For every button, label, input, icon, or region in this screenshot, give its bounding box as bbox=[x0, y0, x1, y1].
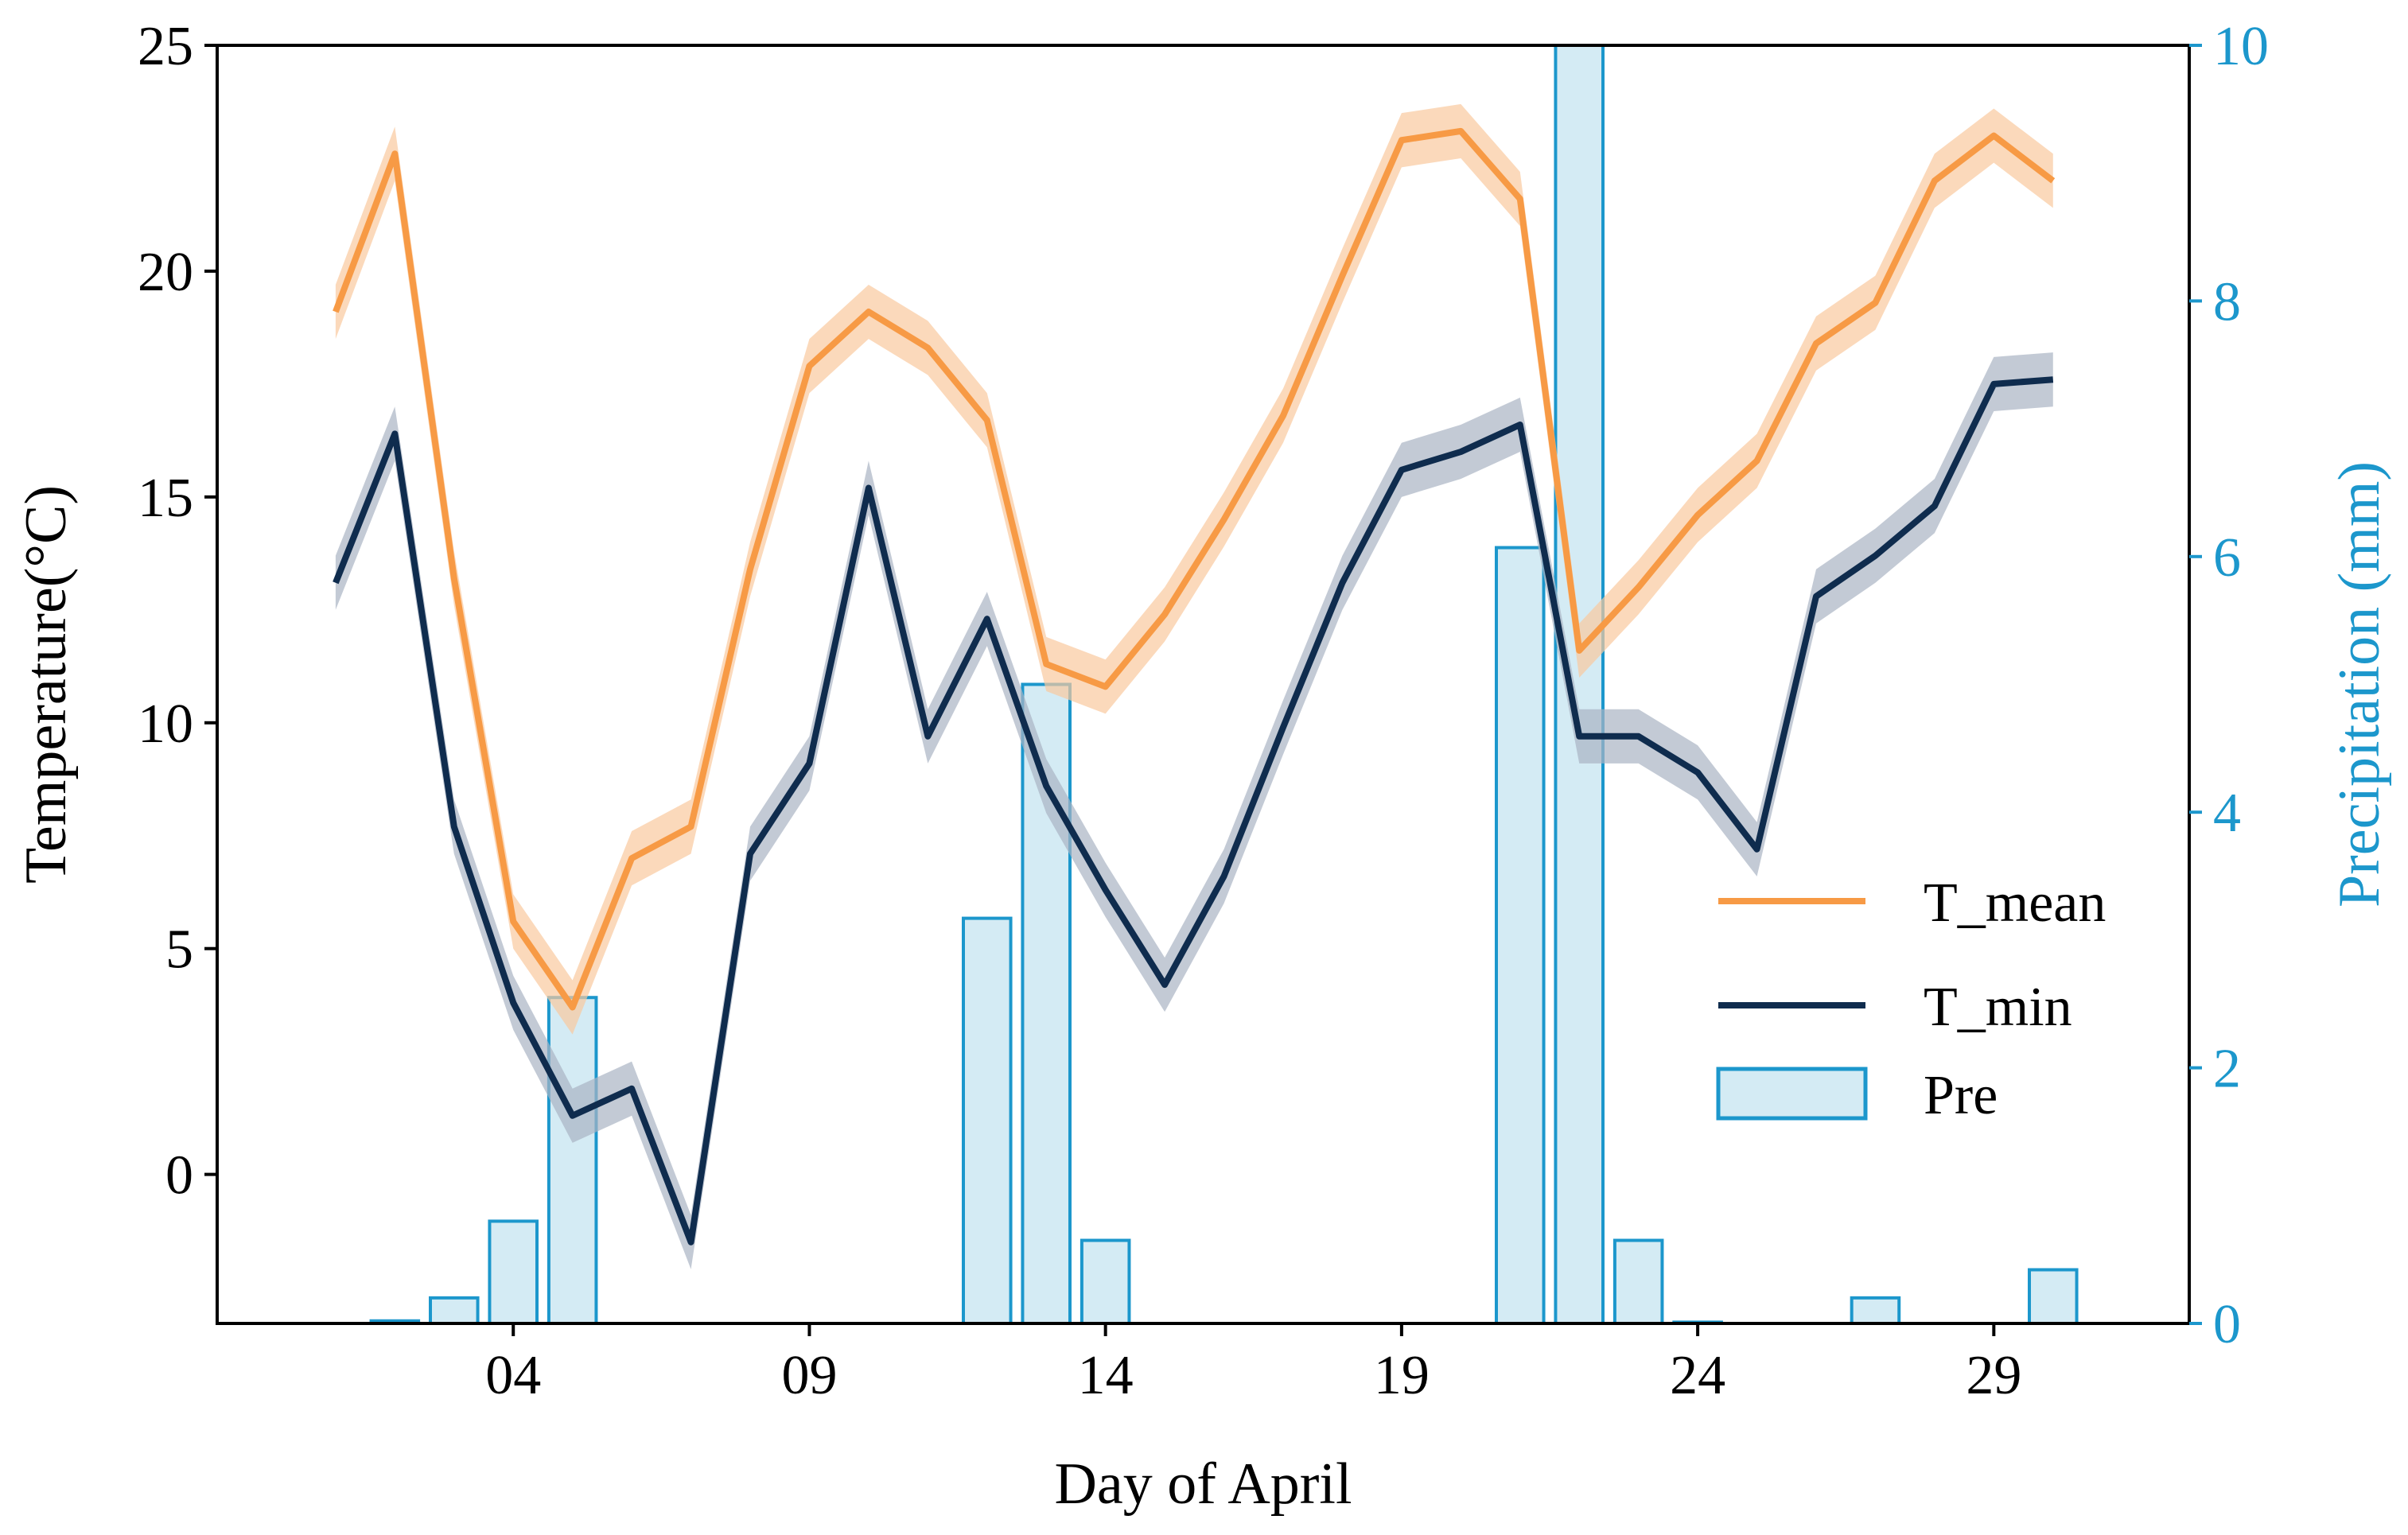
y-left-tick-label-10: 10 bbox=[138, 694, 193, 755]
pre-bar-day-5 bbox=[547, 996, 598, 1325]
y-right-tick-label-4: 4 bbox=[2213, 783, 2241, 844]
y-axis-left-label: Temperature(°C) bbox=[14, 485, 79, 884]
y-right-tick-label-6: 6 bbox=[2213, 527, 2241, 589]
t-min-band bbox=[335, 352, 2053, 1269]
legend-pre-label: Pre bbox=[1924, 1065, 1998, 1126]
pre-bar-day-23 bbox=[1612, 1238, 1664, 1326]
legend: T_mean T_min Pre bbox=[1716, 872, 2106, 1126]
pre-bar-day-22 bbox=[1554, 44, 1605, 1325]
y-left-tick-label-5: 5 bbox=[165, 919, 193, 981]
x-tick-label-9: 09 bbox=[781, 1345, 837, 1406]
pre-bar-day-3 bbox=[429, 1296, 480, 1325]
legend-t-mean-label: T_mean bbox=[1924, 872, 2106, 934]
x-tick-label-14: 14 bbox=[1078, 1345, 1134, 1406]
pre-bar-day-4 bbox=[488, 1219, 539, 1325]
y-axis-right-label: Precipitation (mm) bbox=[2327, 461, 2392, 907]
y-left-tick-label-25: 25 bbox=[138, 16, 193, 77]
x-tick-label-29: 29 bbox=[1966, 1345, 2021, 1406]
pre-bar-day-21 bbox=[1495, 546, 1546, 1325]
y-left-tick-label-15: 15 bbox=[138, 468, 193, 529]
y-right-tick-label-0: 0 bbox=[2213, 1294, 2241, 1355]
pre-bar-day-27 bbox=[1850, 1296, 1901, 1325]
x-axis-label: Day of April bbox=[1054, 1451, 1352, 1517]
y-left-tick-label-20: 20 bbox=[138, 242, 193, 303]
y-left-tick-label-0: 0 bbox=[165, 1145, 193, 1207]
pre-bar-day-14 bbox=[1080, 1238, 1131, 1326]
x-tick-label-19: 19 bbox=[1374, 1345, 1430, 1406]
pre-bar-day-30 bbox=[2028, 1268, 2079, 1325]
legend-t-min-label: T_min bbox=[1924, 977, 2072, 1038]
t-mean-line bbox=[333, 127, 2056, 1011]
x-tick-label-24: 24 bbox=[1670, 1345, 1725, 1406]
legend-pre-swatch bbox=[1716, 1067, 1868, 1121]
y-right-tick-label-2: 2 bbox=[2213, 1039, 2241, 1100]
temperature-lines bbox=[333, 127, 2056, 1245]
x-tick-label-4: 04 bbox=[485, 1345, 541, 1406]
t-min-line bbox=[333, 376, 2054, 1245]
pre-bar-day-12 bbox=[962, 916, 1013, 1326]
y-right-tick-label-8: 8 bbox=[2213, 271, 2241, 332]
y-right-tick-label-10: 10 bbox=[2213, 16, 2269, 77]
plot-frame bbox=[216, 44, 2191, 1325]
